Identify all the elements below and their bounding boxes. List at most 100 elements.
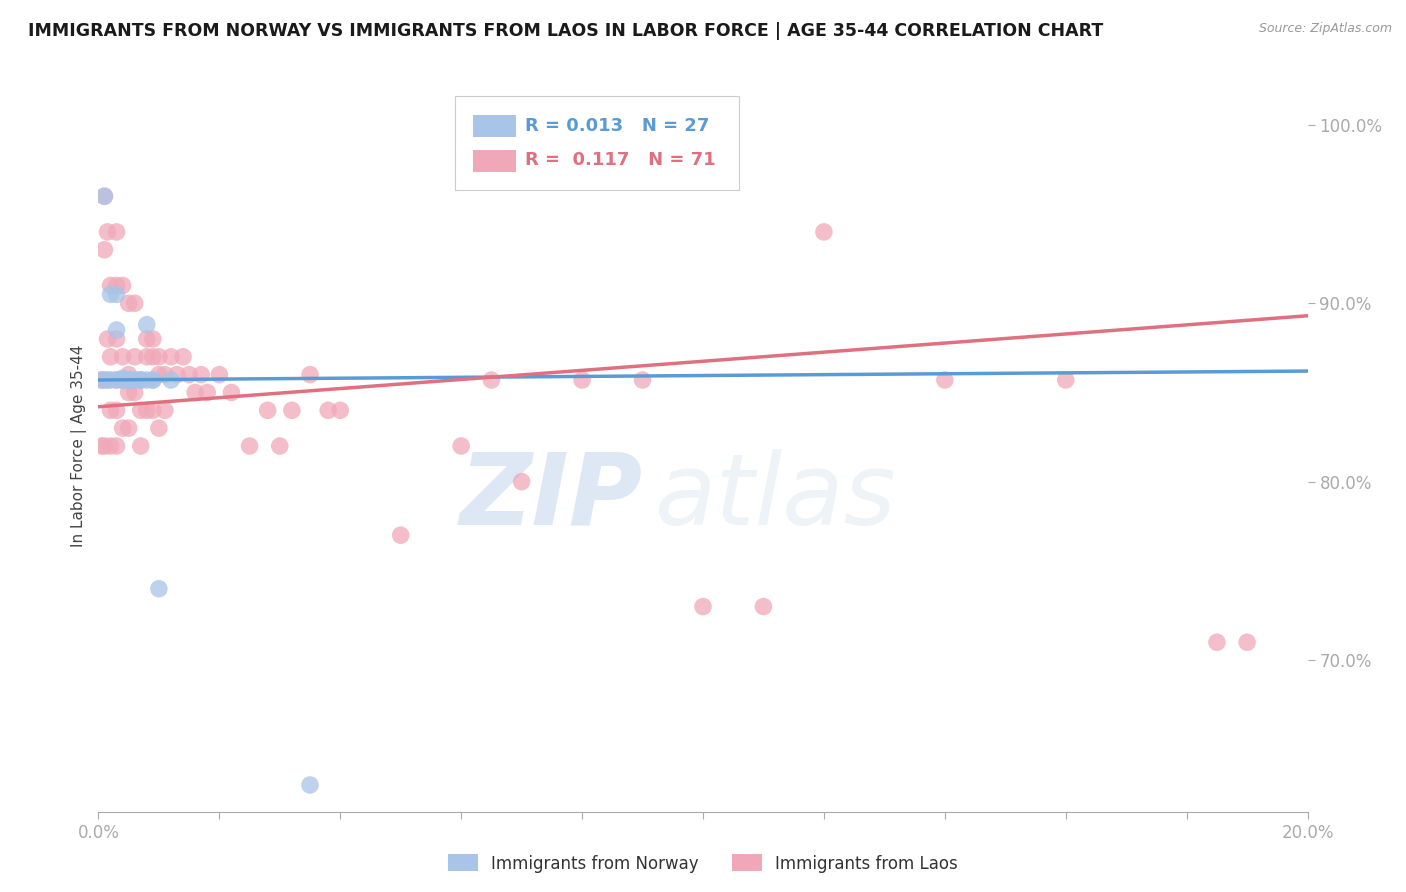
Point [190, 368, 212, 382]
Point [111, 350, 134, 364]
Point [105, 278, 128, 293]
Point [118, 373, 141, 387]
Point [129, 373, 152, 387]
Text: Source: ZipAtlas.com: Source: ZipAtlas.com [1258, 22, 1392, 36]
FancyBboxPatch shape [474, 150, 516, 171]
Point [195, 385, 218, 400]
Point [93, 189, 115, 203]
Point [135, 373, 157, 387]
Point [389, 528, 412, 542]
Point [96, 332, 118, 346]
Text: ZIP: ZIP [460, 449, 643, 546]
Point [239, 439, 262, 453]
Point [129, 373, 152, 387]
Point [90, 373, 112, 387]
Point [93, 243, 115, 257]
Point [105, 373, 128, 387]
Point [813, 225, 835, 239]
Point [90, 439, 112, 453]
Point [299, 368, 322, 382]
Point [316, 403, 339, 417]
Point [124, 373, 146, 387]
Point [135, 350, 157, 364]
Point [256, 403, 278, 417]
Point [142, 350, 165, 364]
Point [96, 225, 118, 239]
Point [111, 373, 134, 387]
Point [100, 278, 122, 293]
Point [299, 778, 322, 792]
Point [135, 403, 157, 417]
Point [100, 350, 122, 364]
Point [111, 373, 134, 387]
Point [111, 371, 134, 385]
Point [571, 373, 593, 387]
Point [118, 296, 141, 310]
Point [118, 373, 141, 387]
Point [166, 368, 188, 382]
Point [1054, 373, 1077, 387]
Point [124, 296, 146, 310]
Point [124, 385, 146, 400]
Point [129, 373, 152, 387]
Point [111, 373, 134, 387]
Point [93, 439, 115, 453]
Point [129, 439, 152, 453]
Point [329, 403, 352, 417]
Text: R =  0.117   N = 71: R = 0.117 N = 71 [526, 151, 716, 169]
Point [105, 225, 128, 239]
Point [142, 373, 165, 387]
Y-axis label: In Labor Force | Age 35-44: In Labor Force | Age 35-44 [72, 345, 87, 547]
Point [111, 421, 134, 435]
Point [208, 368, 231, 382]
Text: R = 0.013   N = 27: R = 0.013 N = 27 [526, 117, 710, 135]
Point [160, 373, 183, 387]
Point [934, 373, 956, 387]
Point [135, 318, 157, 332]
Point [100, 403, 122, 417]
Point [135, 332, 157, 346]
Point [510, 475, 533, 489]
Point [93, 373, 115, 387]
Point [118, 373, 141, 387]
Point [105, 323, 128, 337]
FancyBboxPatch shape [474, 115, 516, 137]
Point [692, 599, 714, 614]
Point [179, 368, 201, 382]
Point [148, 350, 170, 364]
Point [129, 403, 152, 417]
Point [221, 385, 243, 400]
Point [148, 582, 170, 596]
Point [142, 332, 165, 346]
Point [269, 439, 291, 453]
Point [481, 373, 503, 387]
Point [105, 439, 128, 453]
Point [111, 373, 134, 387]
Point [281, 403, 304, 417]
Point [160, 350, 183, 364]
Point [172, 350, 194, 364]
Legend: Immigrants from Norway, Immigrants from Laos: Immigrants from Norway, Immigrants from … [441, 847, 965, 880]
Text: atlas: atlas [655, 449, 896, 546]
Point [142, 373, 165, 387]
Point [100, 439, 122, 453]
Point [96, 373, 118, 387]
Point [118, 368, 141, 382]
Point [105, 403, 128, 417]
Point [105, 287, 128, 301]
Point [100, 287, 122, 301]
Point [153, 368, 176, 382]
Text: IMMIGRANTS FROM NORWAY VS IMMIGRANTS FROM LAOS IN LABOR FORCE | AGE 35-44 CORREL: IMMIGRANTS FROM NORWAY VS IMMIGRANTS FRO… [28, 22, 1104, 40]
Point [184, 385, 207, 400]
Point [105, 373, 128, 387]
Point [752, 599, 775, 614]
Point [100, 373, 122, 387]
Point [124, 350, 146, 364]
Point [148, 368, 170, 382]
Point [90, 373, 112, 387]
Point [631, 373, 654, 387]
Point [93, 189, 115, 203]
Point [118, 421, 141, 435]
Point [148, 421, 170, 435]
FancyBboxPatch shape [456, 96, 740, 190]
